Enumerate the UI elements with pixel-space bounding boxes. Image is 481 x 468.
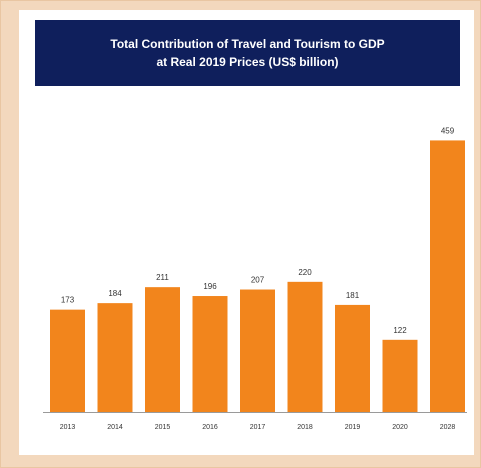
x-tick-2017: 2017 <box>250 424 266 431</box>
bar-2016 <box>192 296 228 412</box>
data-label-2016: 196 <box>203 282 217 291</box>
chart-card: 173 184 211 196 207 220 181 122 459 2013 2014 2015… <box>19 10 474 455</box>
bar-2013 <box>50 309 85 412</box>
bar-2018 <box>287 281 323 412</box>
x-tick-2020: 2020 <box>392 424 408 431</box>
data-label-2020: 122 <box>393 326 407 335</box>
data-label-2018: 220 <box>298 268 312 277</box>
bar-chart: 173 184 211 196 207 220 181 122 459 2013 2014 2015… <box>43 126 467 431</box>
bar-2017 <box>240 289 275 412</box>
chart-title: Total Contribution of Travel and Tourism… <box>110 37 385 51</box>
x-tick-2016: 2016 <box>202 424 218 431</box>
data-label-2014: 184 <box>108 289 122 298</box>
bar-2020 <box>382 339 418 412</box>
x-tick-2013: 2013 <box>60 424 76 431</box>
bar-2014 <box>97 303 133 412</box>
data-label-2028: 459 <box>441 126 455 135</box>
data-labels-group: 173 184 211 196 207 220 181 122 459 <box>61 126 455 334</box>
data-label-2019: 181 <box>346 291 360 300</box>
x-tick-2015: 2015 <box>155 424 171 431</box>
bar-2015 <box>145 287 180 412</box>
data-label-2015: 211 <box>156 273 169 282</box>
x-tick-2028: 2028 <box>440 424 456 431</box>
x-tick-2018: 2018 <box>297 424 313 431</box>
x-tick-2014: 2014 <box>107 424 123 431</box>
bar-2019 <box>335 304 370 412</box>
bars-group <box>50 140 465 413</box>
x-axis-ticks: 2013 2014 2015 2016 2017 2018 2019 2020 2028 <box>60 424 456 431</box>
chart-subtitle: at Real 2019 Prices (US$ billion) <box>156 55 339 69</box>
bar-2028 <box>430 140 465 413</box>
data-label-2017: 207 <box>251 276 265 285</box>
chart-title-banner: Total Contribution of Travel and Tourism… <box>35 20 460 86</box>
data-label-2013: 173 <box>61 296 75 305</box>
x-tick-2019: 2019 <box>345 424 361 431</box>
